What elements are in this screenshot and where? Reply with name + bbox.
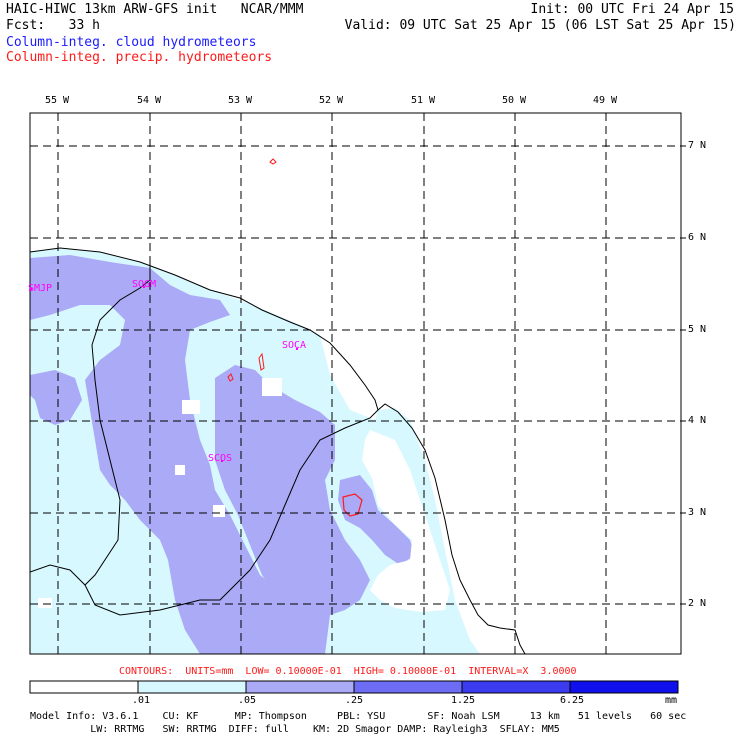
lon-label-54w: 54 W — [137, 95, 162, 106]
precip-contour-4 — [342, 493, 363, 517]
init-time: Init: 00 UTC Fri 24 Apr 15 — [530, 2, 735, 17]
lat-label-5n: 5 N — [688, 324, 707, 335]
precip-contour-1 — [269, 158, 277, 165]
model-info-line1: Model Info: V3.6.1 CU: KF MP: Thompson P… — [30, 711, 687, 722]
station-label-scos: SCOS — [208, 453, 233, 464]
cloud-field-medium-3 — [338, 475, 415, 565]
lon-label-55w: 55 W — [45, 95, 70, 106]
border-west — [30, 262, 151, 586]
map-frame — [29, 112, 682, 655]
coastline — [30, 247, 526, 654]
colorbar — [29, 680, 679, 694]
border-south — [84, 409, 379, 616]
cloud-field-medium — [30, 255, 325, 654]
colorbar-tick-4: 6.25 — [560, 695, 585, 706]
lon-label-49w: 49 W — [593, 95, 618, 106]
header-title: HAIC-HIWC 13km ARW-GFS init NCAR/MMM — [6, 2, 304, 17]
lon-label-53w: 53 W — [228, 95, 253, 106]
clear-area-5 — [38, 598, 52, 608]
clear-area-1 — [362, 430, 450, 612]
legend-precip-label: Column-integ. precip. hydrometeors — [6, 50, 273, 65]
station-label-smjp: SMJP — [28, 283, 53, 294]
clear-area-6 — [175, 465, 185, 475]
colorbar-tick-1: .05 — [238, 695, 257, 706]
contour-info: CONTOURS: UNITS=mm LOW= 0.10000E-01 HIGH… — [119, 666, 577, 677]
lon-label-51w: 51 W — [411, 95, 436, 106]
cloud-field-light — [30, 248, 480, 654]
clear-area-4 — [213, 505, 225, 517]
cloud-field-medium-2 — [215, 365, 370, 654]
precip-contour-3 — [227, 373, 234, 382]
lat-label-4n: 4 N — [688, 415, 707, 426]
lat-label-6n: 6 N — [688, 232, 707, 243]
station-label-sogm: SOGM — [132, 279, 157, 290]
valid-time: Valid: 09 UTC Sat 25 Apr 15 (06 LST Sat … — [344, 18, 736, 33]
colorbar-tick-0: .01 — [132, 695, 151, 706]
lat-label-2n: 2 N — [688, 598, 707, 609]
lat-label-3n: 3 N — [688, 507, 707, 518]
precip-contour-2 — [258, 352, 265, 371]
forecast-hour: Fcst: 33 h — [6, 18, 100, 33]
legend-cloud-label: Column-integ. cloud hydrometeors — [6, 35, 257, 50]
clear-area-2 — [182, 400, 200, 414]
lon-label-52w: 52 W — [319, 95, 344, 106]
colorbar-tick-3: 1.25 — [451, 695, 476, 706]
lat-label-7n: 7 N — [688, 140, 707, 151]
colorbar-tick-2: .25 — [345, 695, 364, 706]
station-label-soca: SOCA — [282, 340, 307, 351]
cloud-field-medium-4 — [30, 370, 82, 425]
lon-label-50w: 50 W — [502, 95, 527, 106]
clear-area-3 — [262, 378, 282, 396]
model-info-line2: LW: RRTMG SW: RRTMG DIFF: full KM: 2D Sm… — [30, 724, 560, 735]
colorbar-unit: mm — [665, 695, 678, 706]
